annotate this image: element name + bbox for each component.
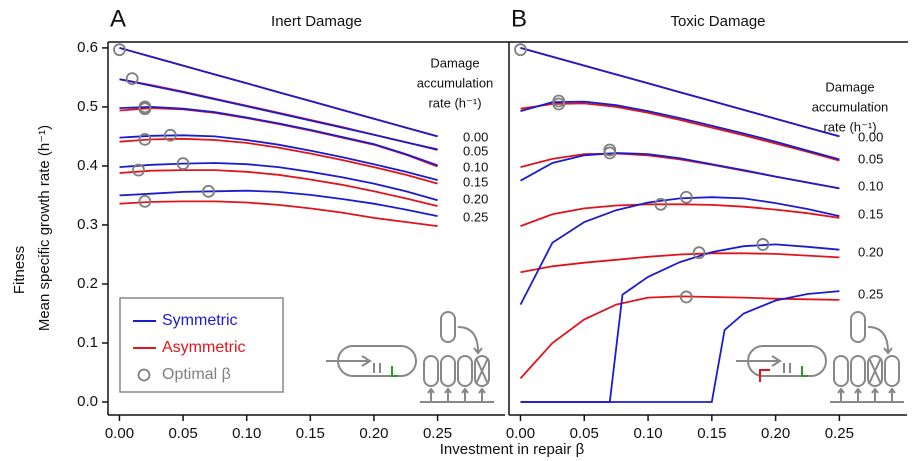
optimal-point [138, 194, 152, 208]
curve [520, 290, 840, 403]
x-tick-label: 0.20 [761, 425, 790, 442]
optimal-point [679, 290, 693, 304]
rate-label: 0.10 [463, 159, 488, 174]
rate-label: 0.20 [463, 191, 488, 206]
x-tick-label: 0.15 [296, 425, 325, 442]
optimal-point [176, 157, 190, 170]
x-tick-label: 0.20 [359, 425, 388, 442]
legend-marker [137, 368, 151, 382]
legend-box [119, 297, 284, 393]
x-tick-label: 0.00 [105, 425, 134, 442]
curve [520, 47, 840, 138]
x-tick-label: 0.15 [697, 425, 726, 442]
optimal-point [138, 132, 152, 146]
optimal-point [679, 190, 693, 204]
rate-label: 0.00 [463, 129, 488, 144]
curve [119, 134, 438, 181]
optimal-point [113, 43, 126, 57]
rate-title: rate (h⁻¹) [428, 95, 481, 110]
rate-title: Damage [430, 55, 479, 70]
rate-label: 0.05 [858, 151, 883, 166]
rate-label: 0.25 [858, 286, 883, 301]
curve [520, 203, 840, 227]
optimal-point [654, 197, 668, 211]
legend-label: Symmetric [162, 312, 238, 329]
curve [119, 78, 438, 151]
x-tick-label: 0.05 [168, 425, 197, 442]
optimal-point [692, 246, 706, 260]
optimal-point [138, 102, 152, 116]
rate-label: 0.00 [858, 129, 883, 144]
y-tick-label: 0.4 [77, 157, 98, 174]
y-title: Fitness [11, 246, 28, 294]
rate-label: 0.15 [463, 174, 488, 189]
curve [119, 105, 438, 167]
optimal-point [552, 97, 566, 111]
curve [520, 252, 840, 274]
optimal-point [756, 238, 770, 251]
optimal-point [202, 184, 215, 198]
panel-title: Toxic Damage [670, 13, 765, 30]
x-tick-label: 0.25 [825, 425, 854, 442]
x-tick-label: 0.00 [506, 425, 535, 442]
optimal-point [603, 146, 617, 160]
x-tick-label: 0.25 [423, 425, 452, 442]
optimal-point [125, 72, 139, 85]
y-title: Mean specific growth rate (h⁻¹) [36, 125, 53, 331]
legend-label: Optimal β [162, 366, 231, 383]
rate-label: 0.05 [463, 143, 488, 158]
x-tick-label: 0.10 [232, 425, 261, 442]
curve [119, 107, 438, 168]
panel-letter: B [511, 5, 527, 32]
optimal-point [132, 163, 145, 177]
rate-title: accumulation [417, 75, 494, 90]
curve [119, 137, 438, 185]
curve [119, 47, 438, 138]
curve [119, 189, 438, 217]
x-title: Investment in repair β [440, 441, 585, 458]
panel-title: Inert Damage [271, 13, 362, 30]
rate-title: Damage [825, 79, 874, 94]
y-tick-label: 0.0 [77, 393, 98, 410]
rate-title: accumulation [812, 99, 889, 114]
curve [119, 169, 438, 207]
cell-icon [736, 311, 904, 403]
curve [119, 162, 438, 202]
y-tick-label: 0.3 [77, 216, 98, 233]
x-tick-label: 0.05 [570, 425, 599, 442]
x-tick-label: 0.10 [633, 425, 662, 442]
rate-label: 0.15 [858, 206, 883, 221]
curve [520, 152, 840, 190]
panel-letter: A [110, 5, 126, 32]
optimal-point [163, 128, 177, 142]
curve [519, 196, 840, 306]
curve [520, 102, 840, 162]
rate-label: 0.20 [858, 244, 883, 259]
cell-icon [326, 311, 494, 403]
rate-label: 0.25 [463, 209, 488, 224]
optimal-point [514, 43, 527, 57]
y-tick-label: 0.1 [77, 334, 98, 351]
curve [119, 200, 438, 227]
legend-label: Asymmetric [162, 339, 246, 356]
legend: Symmetric Asymmetric Optimal β [119, 297, 284, 393]
curve [520, 100, 840, 161]
y-tick-label: 0.2 [77, 275, 98, 292]
y-tick-label: 0.5 [77, 98, 98, 115]
rate-label: 0.10 [858, 178, 883, 193]
curve [520, 243, 840, 403]
rate-title: rate (h⁻¹) [823, 119, 876, 134]
curve [519, 295, 840, 380]
y-tick-label: 0.6 [77, 39, 98, 56]
